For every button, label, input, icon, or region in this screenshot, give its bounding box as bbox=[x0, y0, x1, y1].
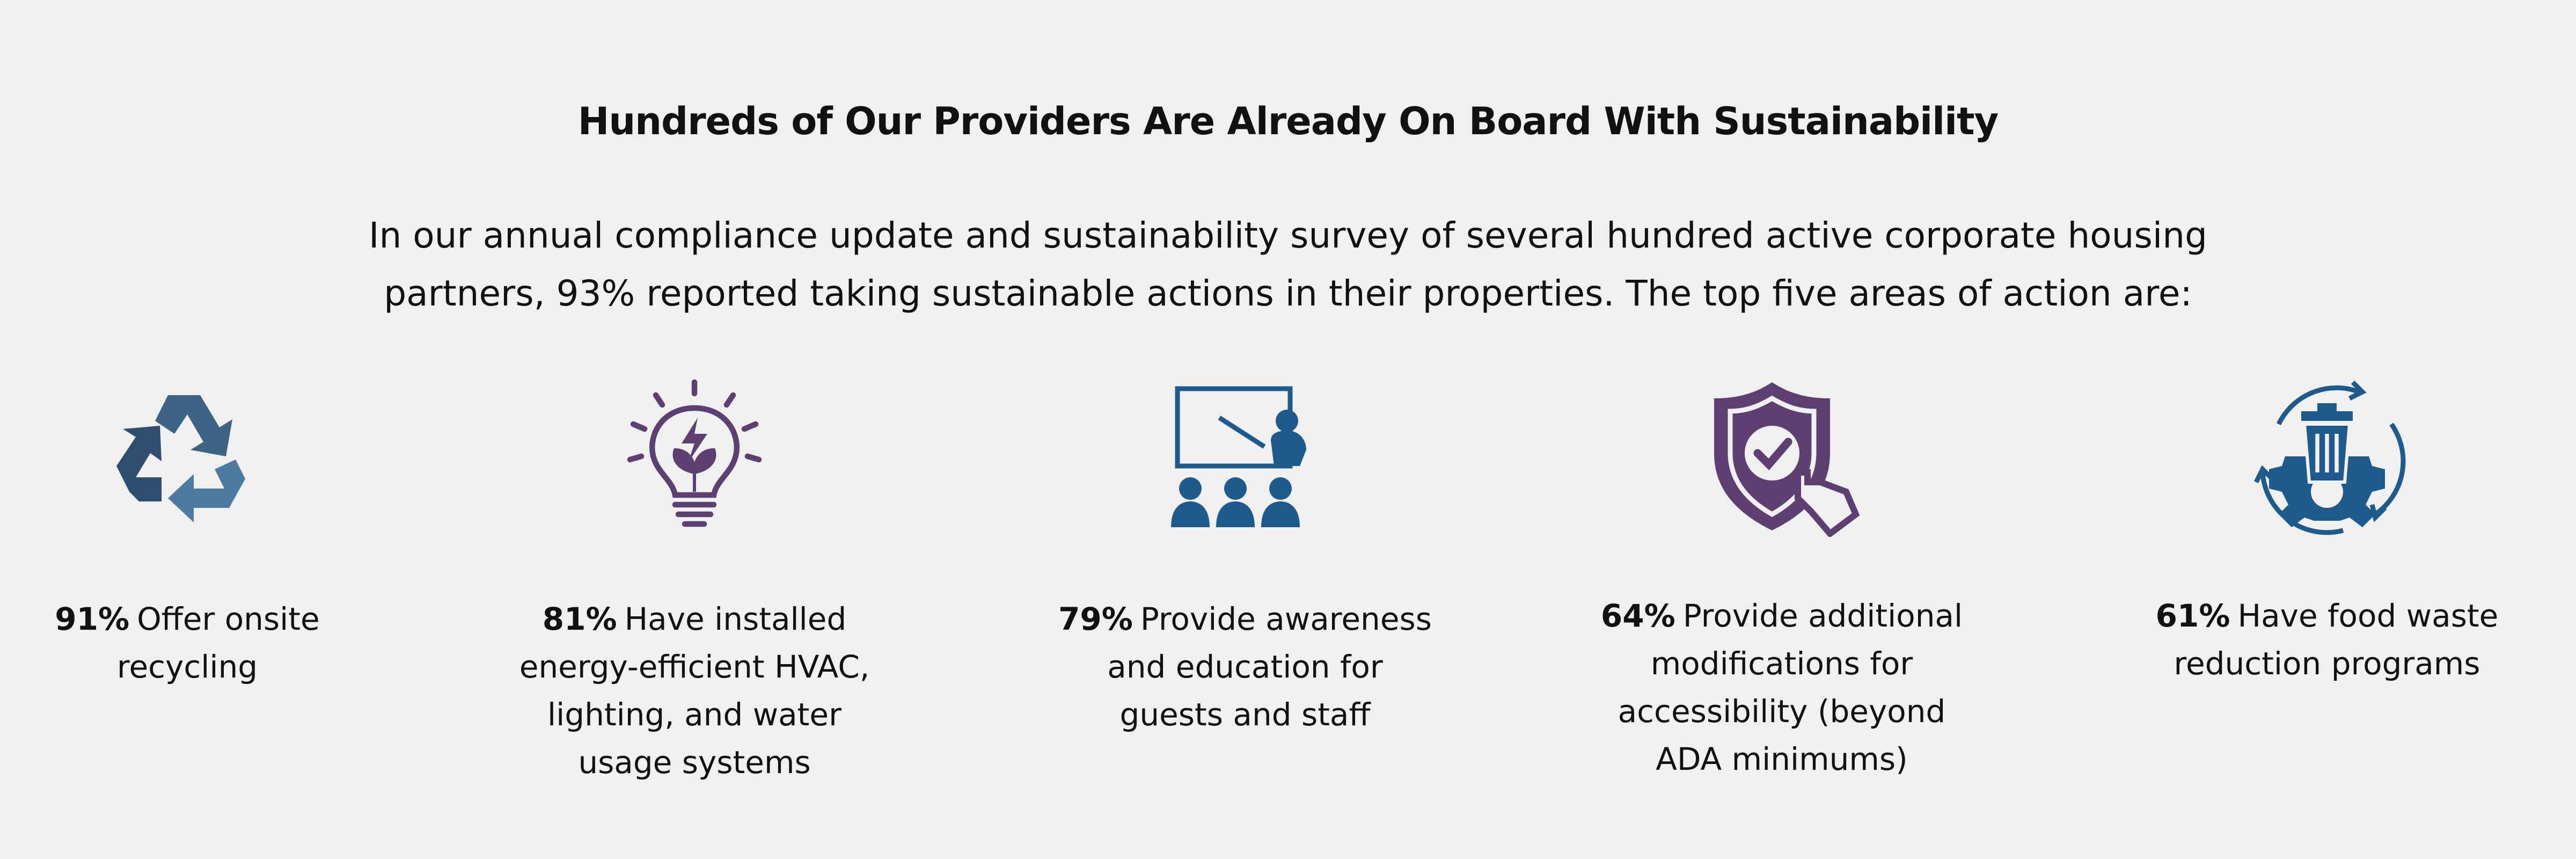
item: 61% Have food waste reduction programs bbox=[2069, 592, 2576, 688]
waste-icon bbox=[2253, 380, 2406, 535]
item-text: Provide additional bbox=[1682, 598, 1963, 634]
item-line: energy-efficient HVAC, bbox=[437, 643, 952, 691]
item-line: and education for bbox=[987, 643, 1503, 691]
intro: In our annual compliance update and sust… bbox=[161, 207, 2415, 323]
title: Hundreds of Our Providers Are Already On… bbox=[577, 99, 1999, 143]
item-percent: 91% bbox=[55, 601, 130, 637]
item-percent: 81% bbox=[542, 601, 617, 637]
item: 79% Provide awareness and education for gue… bbox=[987, 595, 1503, 739]
intro-line: In our annual compliance update and sust… bbox=[369, 215, 2207, 256]
item-text: modifications for bbox=[1650, 645, 1913, 682]
item-line: 79% Provide awareness bbox=[987, 595, 1503, 643]
recycle-icon bbox=[116, 395, 245, 522]
presentation-icon bbox=[1171, 386, 1306, 527]
item-line: reduction programs bbox=[2069, 640, 2576, 688]
item-line: ADA minimums) bbox=[1524, 736, 2039, 783]
item-line: 64% Provide additional bbox=[1524, 592, 2039, 640]
item-line: guests and staff bbox=[987, 691, 1503, 739]
item-text: ADA minimums) bbox=[1656, 741, 1908, 777]
item-text: Provide awareness bbox=[1140, 601, 1432, 637]
item-line: 61% Have food waste bbox=[2069, 592, 2576, 640]
item-percent: 64% bbox=[1600, 598, 1675, 634]
item-line: 91% Offer onsite bbox=[0, 595, 445, 643]
item-text: reduction programs bbox=[2174, 645, 2480, 682]
item-line: 81% Have installed bbox=[437, 595, 952, 643]
item: 91% Offer onsite recycling bbox=[0, 595, 445, 691]
item: 81% Have installed energy-efficient HVAC, l… bbox=[437, 595, 952, 787]
item-text: usage systems bbox=[578, 744, 811, 781]
item-percent: 79% bbox=[1058, 601, 1133, 637]
item-line: accessibility (beyond bbox=[1524, 688, 2039, 736]
shield-icon bbox=[1714, 382, 1860, 537]
item: 64% Provide additional modifications for ac… bbox=[1524, 592, 2039, 783]
item-text: guests and staff bbox=[1119, 696, 1371, 733]
item-text: Have food waste bbox=[2237, 598, 2499, 634]
item-text: Have installed bbox=[624, 601, 847, 637]
item-line: modifications for bbox=[1524, 640, 2039, 688]
item-text: accessibility (beyond bbox=[1618, 693, 1946, 730]
bulb-icon bbox=[627, 379, 762, 527]
item-text: and education for bbox=[1107, 649, 1383, 685]
item-text: recycling bbox=[116, 649, 258, 685]
intro-line: partners, 93% reported taking sustainabl… bbox=[384, 273, 2192, 314]
item-text: lighting, and water bbox=[547, 696, 841, 733]
item-line: lighting, and water bbox=[437, 691, 952, 739]
item-percent: 61% bbox=[2155, 598, 2230, 634]
item-line: recycling bbox=[0, 643, 445, 691]
item-text: energy-efficient HVAC, bbox=[519, 649, 870, 685]
item-line: usage systems bbox=[437, 739, 952, 787]
item-text: Offer onsite bbox=[137, 601, 320, 637]
